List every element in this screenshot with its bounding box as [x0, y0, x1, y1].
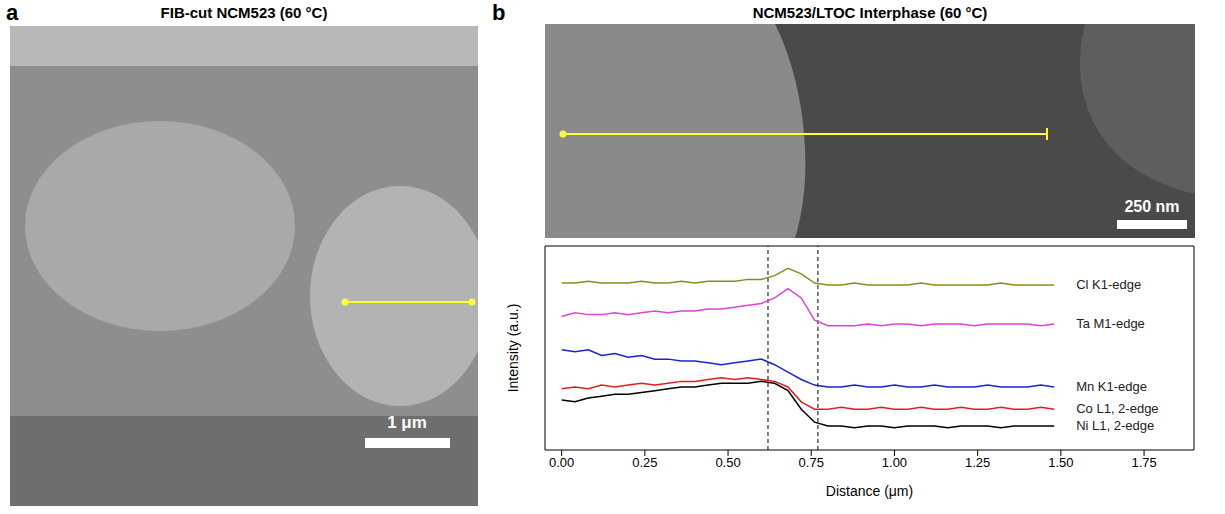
svg-text:Distance (μm): Distance (μm)	[826, 483, 913, 499]
html-text:NCM523/LTOC Interphase (60 °C): NCM523/LTOC Interphase (60 °C)	[752, 4, 988, 21]
html-text:FIB-cut NCM523 (60 °C): FIB-cut NCM523 (60 °C)	[160, 4, 328, 21]
html-text:b: b	[492, 0, 506, 25]
svg-text:Intensity (a.u.): Intensity (a.u.)	[505, 304, 521, 393]
svg-text:0.25: 0.25	[632, 455, 657, 470]
svg-text:Mn K1-edge: Mn K1-edge	[1076, 379, 1147, 394]
svg-text:1.75: 1.75	[1131, 455, 1156, 470]
svg-text:1.00: 1.00	[882, 455, 907, 470]
svg-text:Cl K1-edge: Cl K1-edge	[1076, 277, 1141, 292]
svg-text:0.00: 0.00	[549, 455, 574, 470]
html-text:a: a	[6, 0, 19, 25]
svg-text:0.75: 0.75	[799, 455, 824, 470]
svg-text:Ni L1, 2-edge: Ni L1, 2-edge	[1076, 418, 1154, 433]
svg-text:1 μm: 1 μm	[387, 413, 427, 432]
svg-text:Ta M1-edge: Ta M1-edge	[1076, 316, 1145, 331]
svg-text:Co L1, 2-edge: Co L1, 2-edge	[1076, 401, 1158, 416]
svg-text:0.50: 0.50	[715, 455, 740, 470]
svg-text:250 nm: 250 nm	[1124, 198, 1179, 215]
svg-text:1.50: 1.50	[1048, 455, 1073, 470]
svg-text:1.25: 1.25	[965, 455, 990, 470]
